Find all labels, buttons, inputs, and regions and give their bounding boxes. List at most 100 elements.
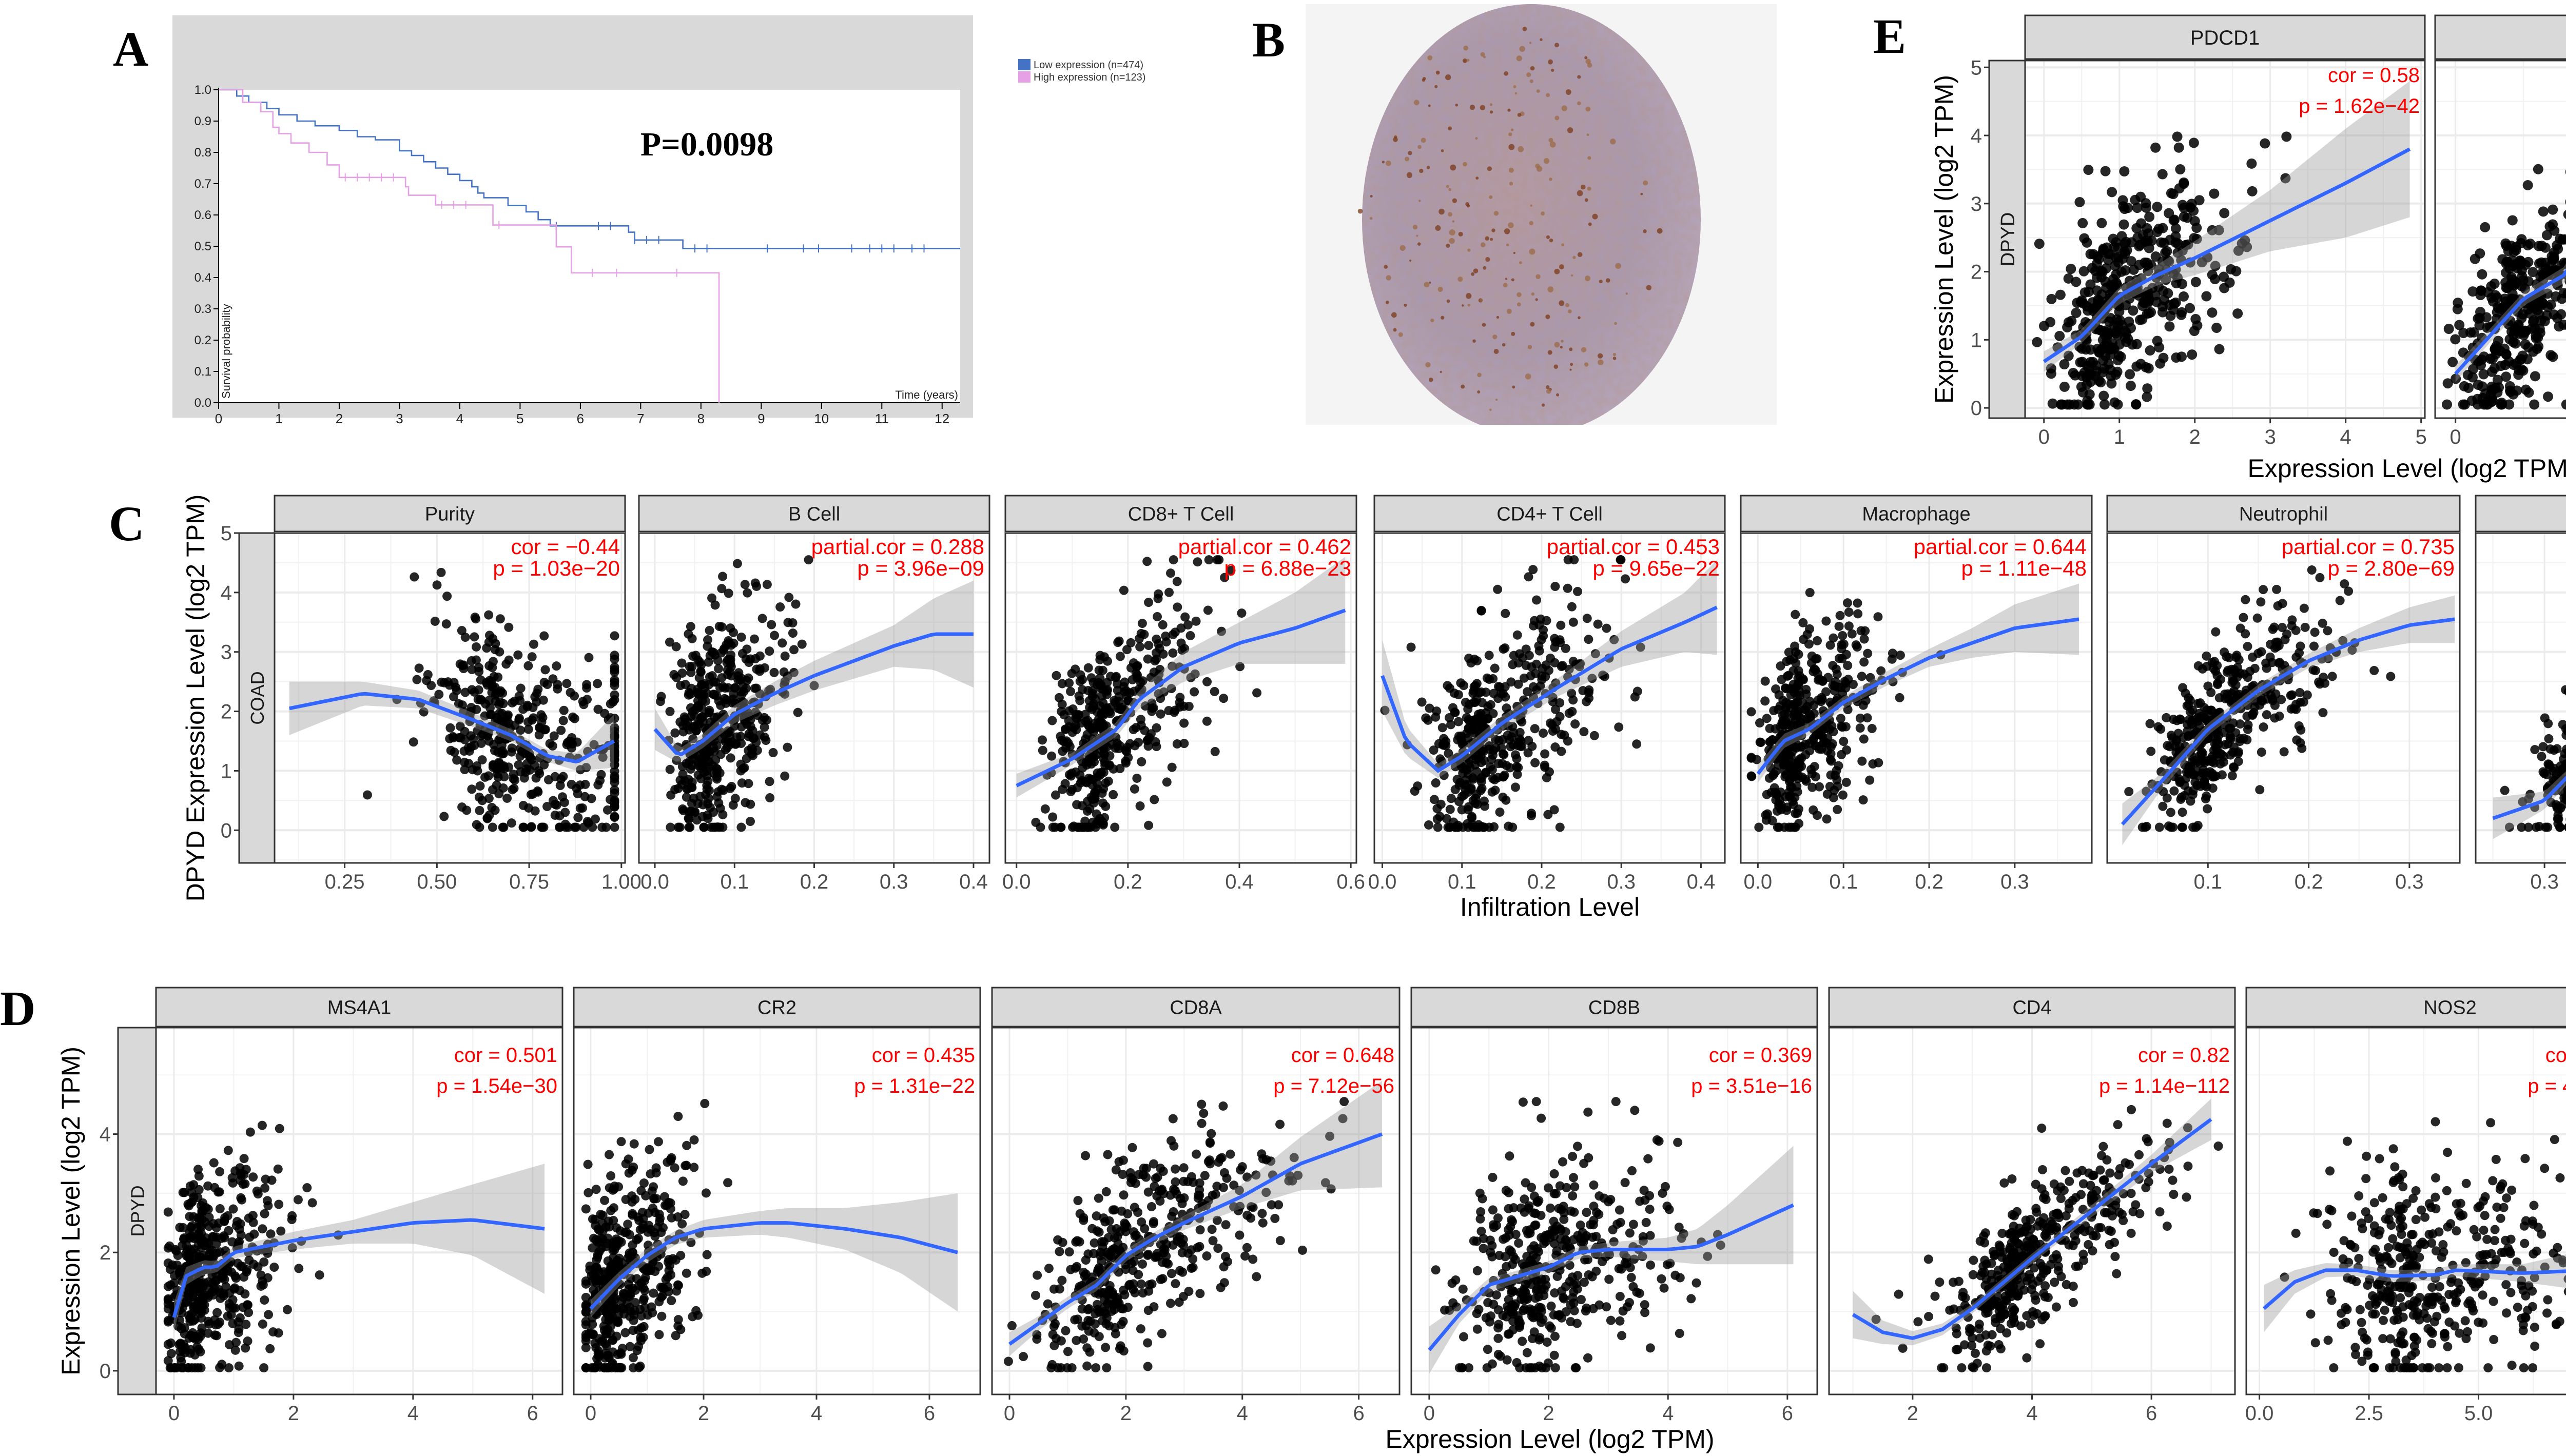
scatter-point [2103,359,2114,369]
scatter-point [2209,664,2219,674]
ihc-stain-spot [1519,46,1525,52]
scatter-point [1104,761,1114,771]
scatter-point [1468,773,1478,783]
scatter-point [2055,289,2066,300]
ihc-stain-spot [1577,75,1581,79]
ihc-stain-spot [1559,264,1564,270]
scatter-point [2542,391,2553,402]
scatter-point [2157,223,2168,233]
scatter-point [752,581,762,591]
scatter-point [2223,739,2233,749]
scatter-point [2047,398,2058,409]
scatter-point [2496,399,2506,410]
scatter-point [2175,714,2185,724]
facet-strip-label: Purity [425,504,475,525]
scatter-point [2188,137,2199,148]
scatter-point [1144,820,1154,830]
scatter-point [1098,665,1107,675]
scatter-point [490,645,500,655]
scatter-point [2034,239,2045,249]
scatter-point [540,665,550,675]
scatter-point [1483,714,1492,724]
ihc-stain-spot [1508,132,1512,136]
km-y-tick-label: 0.9 [195,114,211,128]
scatter-point [1557,746,1566,756]
scatter-point [724,588,733,598]
ihc-stain-spot [1513,252,1515,254]
scatter-point [1860,626,1870,636]
facet-chart-d: DPYD 0 2 4 Expression Level (log2 TPM) Expres… [56,987,2566,1453]
scatter-point [2178,808,2187,817]
scatter-point [1437,723,1447,733]
scatter-point [2209,274,2220,285]
scatter-point [1121,745,1131,755]
scatter-point [1047,716,1057,725]
scatter-point [2176,794,2186,804]
scatter-point [2533,164,2543,174]
scatter-point [2553,819,2563,829]
scatter-point [1568,695,1578,705]
ihc-stain-spot [1605,278,1610,283]
scatter-point [2243,642,2252,652]
scatter-point [1782,657,1792,666]
ihc-stain-spot [1592,213,1598,220]
x-tick-label: 0.2 [2295,871,2323,893]
ihc-stain-spot [1505,278,1507,280]
scatter-point [1792,682,1801,692]
scatter-point [2318,618,2327,628]
y-tick-label: 1 [221,760,232,782]
scatter-point [2215,759,2225,769]
scatter-point [1144,598,1154,607]
ihc-stain-spot [1452,220,1455,223]
scatter-point [1470,798,1480,808]
ihc-stain-spot [1489,110,1493,114]
scatter-point [1203,605,1213,615]
scatter-point [2323,626,2332,636]
scatter-point [1798,675,1808,684]
scatter-point [1755,718,1765,728]
scatter-point [1158,620,1168,629]
scatter-point [2296,641,2305,651]
ihc-stain-spot [1578,316,1581,320]
scatter-point [1172,739,1182,749]
scatter-point [1746,707,1756,717]
ihc-stain-spot [1461,304,1464,307]
ihc-stain-spot [1565,303,1570,307]
scatter-point [193,1363,203,1373]
ihc-stain-spot [1504,228,1510,234]
scatter-point [2146,746,2156,756]
scatter-point [459,664,469,674]
scatter-point [2126,256,2136,267]
scatter-point [713,822,723,832]
scatter-point [1078,675,1087,684]
scatter-point [1210,686,1219,696]
scatter-point [703,799,713,809]
scatter-point [476,675,485,685]
ihc-stain-spot [1477,372,1482,378]
scatter-point [2520,384,2531,395]
scatter-point [1814,675,1823,685]
scatter-point [2232,308,2243,319]
scatter-point [1513,737,1523,747]
scatter-point [1153,594,1163,603]
scatter-point [2184,693,2193,703]
scatter-point [1114,697,1124,706]
scatter-point [1119,682,1129,692]
scatter-point [749,634,759,644]
scatter-point [488,822,497,832]
scatter-point [1859,657,1869,667]
x-tick-label: 0.2 [1527,871,1556,893]
scatter-point [718,572,728,581]
scatter-point [1148,703,1157,713]
scatter-point [2511,245,2521,255]
ihc-stain-spot [1554,115,1560,121]
ihc-stain-spot [1398,332,1403,337]
scatter-point [741,798,750,808]
scatter-point [1534,646,1544,656]
scatter-point [432,580,442,590]
scatter-point [1064,678,1074,688]
scatter-point [732,559,742,568]
scatter-point [1568,617,1578,627]
scatter-point [1202,716,1212,726]
x-tick-label: 0.0 [1744,871,1773,893]
